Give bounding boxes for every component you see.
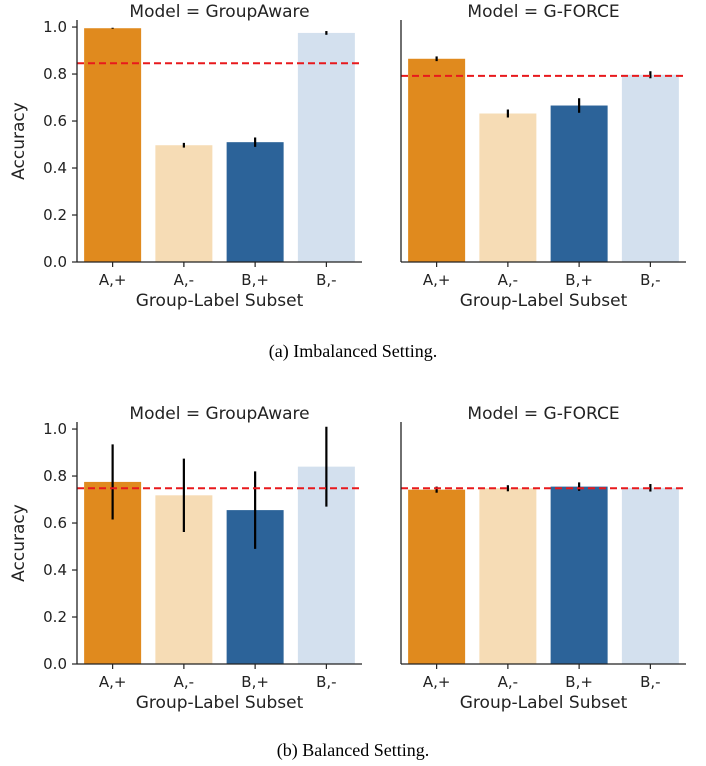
caption-b: (b) Balanced Setting. bbox=[277, 740, 429, 761]
x-tick-label: A,- bbox=[174, 673, 194, 691]
bar-Aminus bbox=[479, 488, 537, 664]
x-tick-label: A,+ bbox=[99, 271, 127, 289]
x-axis-label: Group-Label Subset bbox=[136, 291, 304, 311]
chart-panel-3: 0.0 0.2 0.4 0.6 0.8 1.0 A,+ A,- B,+ B,- Model = Gr… bbox=[9, 404, 362, 713]
x-axis-label: Group-Label Subset bbox=[136, 693, 304, 713]
y-tick-label: 0.6 bbox=[43, 112, 67, 130]
x-tick-label: A,- bbox=[174, 271, 194, 289]
bar-Bminus bbox=[297, 32, 355, 262]
x-tick-label: B,- bbox=[640, 271, 660, 289]
x-axis-label: Group-Label Subset bbox=[460, 693, 628, 713]
bar-Bplus bbox=[226, 142, 284, 262]
x-axis-label: Group-Label Subset bbox=[460, 291, 628, 311]
bar-Bminus bbox=[621, 487, 679, 664]
bar-Bplus bbox=[550, 486, 608, 664]
x-tick-label: B,- bbox=[316, 673, 336, 691]
y-tick-label: 0.8 bbox=[43, 65, 67, 83]
y-tick-label: 0.2 bbox=[43, 206, 67, 224]
bar-Aminus bbox=[155, 145, 213, 262]
caption-a: (a) Imbalanced Setting. bbox=[269, 341, 437, 362]
bar-Bminus bbox=[621, 74, 679, 263]
panel-title: Model = G-FORCE bbox=[467, 2, 619, 22]
y-tick-label: 0.2 bbox=[43, 608, 67, 626]
x-tick-label: A,+ bbox=[423, 271, 451, 289]
x-tick-label: A,- bbox=[498, 271, 518, 289]
x-tick-label: B,- bbox=[640, 673, 660, 691]
bar-Aminus bbox=[479, 113, 537, 262]
x-tick-label: A,- bbox=[498, 673, 518, 691]
x-tick-label: B,- bbox=[316, 271, 336, 289]
bar-Aplus bbox=[408, 58, 466, 262]
y-tick-label: 0.4 bbox=[43, 561, 67, 579]
x-tick-label: B,+ bbox=[565, 673, 593, 691]
y-tick-label: 0.0 bbox=[43, 253, 67, 271]
panel-title: Model = GroupAware bbox=[129, 404, 309, 424]
panel-title: Model = GroupAware bbox=[129, 2, 309, 22]
x-tick-label: A,+ bbox=[99, 673, 127, 691]
y-tick-label: 0.0 bbox=[43, 655, 67, 673]
chart-panel-2: A,+ A,- B,+ B,- Model = G-FORCE Group-Label S… bbox=[400, 2, 686, 311]
x-tick-label: B,+ bbox=[565, 271, 593, 289]
x-tick-label: A,+ bbox=[423, 673, 451, 691]
panel-title: Model = G-FORCE bbox=[467, 404, 619, 424]
y-tick-label: 1.0 bbox=[43, 420, 67, 438]
y-tick-label: 1.0 bbox=[43, 18, 67, 36]
y-axis-label: Accuracy bbox=[9, 102, 29, 180]
bar-Aplus bbox=[408, 489, 466, 664]
y-tick-label: 0.4 bbox=[43, 159, 67, 177]
chart-panel-1: 0.0 0.2 0.4 0.6 0.8 1.0 A,+ A,- B,+ B,- Model = Gr… bbox=[9, 2, 362, 311]
y-tick-label: 0.8 bbox=[43, 467, 67, 485]
bar-Bplus bbox=[550, 105, 608, 262]
y-axis-label: Accuracy bbox=[9, 504, 29, 582]
y-tick-label: 0.6 bbox=[43, 514, 67, 532]
chart-panel-4: A,+ A,- B,+ B,- Model = G-FORCE Group-Label S… bbox=[400, 404, 686, 713]
bar-Aplus bbox=[84, 28, 142, 263]
x-tick-label: B,+ bbox=[241, 673, 269, 691]
x-tick-label: B,+ bbox=[241, 271, 269, 289]
